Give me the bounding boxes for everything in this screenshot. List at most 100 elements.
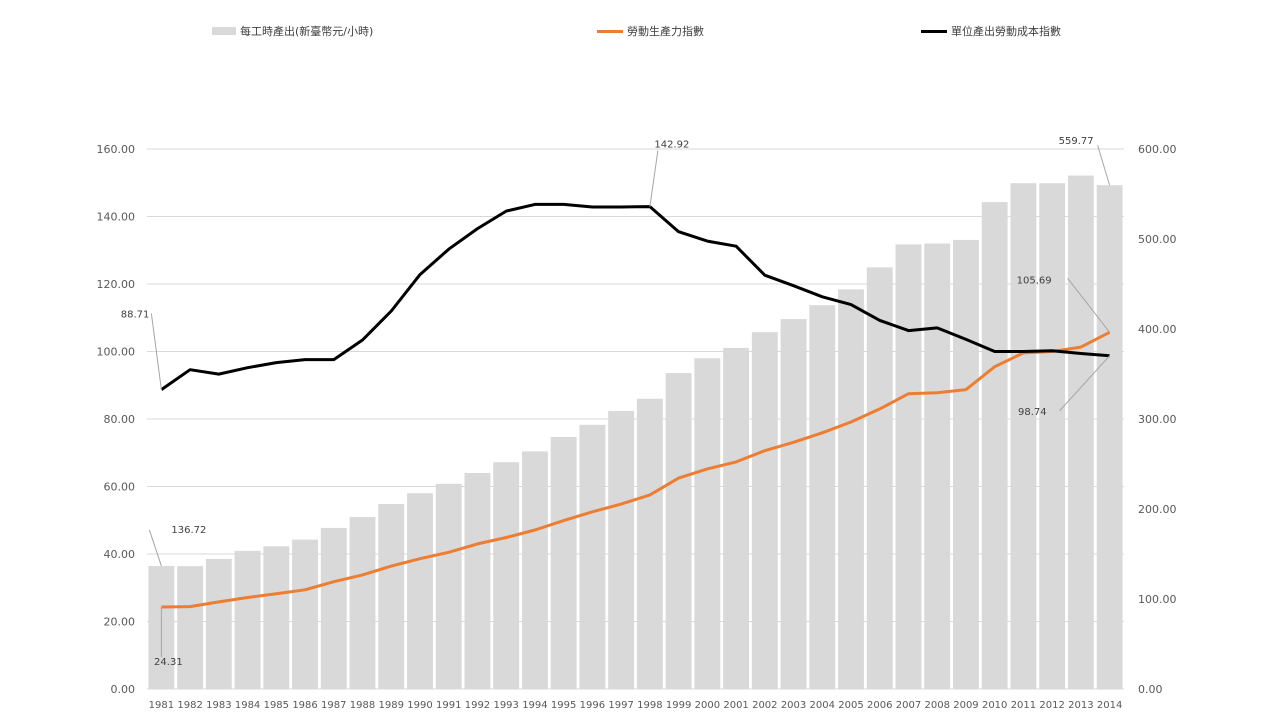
x-tick-label: 1982 (177, 700, 202, 711)
x-tick-label: 2007 (896, 700, 921, 711)
x-tick-label: 1990 (407, 700, 432, 711)
bar (981, 202, 1008, 689)
right-tick-label: 200.00 (1138, 503, 1177, 516)
legend-bars-swatch (212, 27, 236, 35)
bar (924, 243, 951, 689)
x-axis: 1981 1982 1983 1984 1985 1986 1987 1988 1989 1990… (149, 700, 1123, 711)
x-tick-label: 1992 (465, 700, 490, 711)
x-tick-label: 1999 (666, 700, 691, 711)
bar (493, 462, 520, 689)
x-tick-label: 1994 (522, 700, 547, 711)
x-tick-label: 2008 (924, 700, 949, 711)
legend-black-swatch (921, 29, 947, 33)
bar (407, 493, 433, 689)
bar (292, 539, 318, 689)
left-tick-label: 40.00 (104, 548, 136, 561)
left-tick-label: 120.00 (97, 278, 136, 291)
data-label: 105.69 (1017, 275, 1052, 286)
data-label-leader (148, 529, 162, 567)
x-tick-label: 2011 (1011, 700, 1036, 711)
x-tick-label: 2004 (810, 700, 835, 711)
x-tick-label: 2013 (1068, 700, 1093, 711)
x-tick-label: 1997 (608, 700, 633, 711)
bar (1010, 183, 1037, 689)
bar (263, 546, 290, 689)
bar (1067, 175, 1094, 690)
right-tick-label: 500.00 (1138, 233, 1177, 246)
x-tick-label: 1988 (350, 700, 375, 711)
data-label-leader (1097, 145, 1111, 186)
data-label: 88.71 (121, 310, 150, 321)
right-axis: 0.00 100.00 200.00 300.00 400.00 500.00 600.00 (1138, 143, 1177, 696)
legend-bars: 每工時產出(新臺幣元/小時) (212, 22, 373, 40)
left-tick-label: 140.00 (97, 211, 136, 224)
left-tick-label: 0.00 (111, 683, 136, 696)
x-tick-label: 1991 (436, 700, 461, 711)
black-series-line (160, 202, 1110, 391)
x-tick-label: 1985 (264, 700, 289, 711)
x-tick-label: 1986 (292, 700, 317, 711)
bar (636, 398, 663, 689)
bar (521, 451, 548, 689)
bar-series (148, 175, 1123, 690)
x-tick-label: 2000 (695, 700, 720, 711)
bar (895, 244, 922, 689)
x-tick-label: 1984 (235, 700, 260, 711)
x-tick-label: 2005 (838, 700, 863, 711)
bar (866, 267, 893, 689)
x-tick-label: 1996 (580, 700, 605, 711)
left-tick-label: 100.00 (97, 346, 136, 359)
x-tick-label: 1989 (379, 700, 404, 711)
left-tick-label: 60.00 (104, 481, 136, 494)
x-tick-label: 2012 (1039, 700, 1064, 711)
bar (464, 473, 491, 689)
right-tick-label: 100.00 (1138, 593, 1177, 606)
line-series (160, 202, 1111, 609)
left-tick-label: 80.00 (104, 413, 136, 426)
bar (723, 347, 750, 689)
x-tick-label: 1993 (493, 700, 518, 711)
right-tick-label: 300.00 (1138, 413, 1177, 426)
legend-orange-swatch (597, 29, 623, 33)
data-label-leader (1067, 277, 1111, 333)
bar (953, 239, 979, 689)
legend-bars-label: 每工時產出(新臺幣元/小時) (240, 25, 374, 38)
bar (205, 558, 232, 689)
bar (579, 424, 606, 689)
right-tick-label: 0.00 (1138, 683, 1163, 696)
x-tick-label: 2003 (781, 700, 806, 711)
x-tick-label: 1983 (206, 700, 231, 711)
bar (550, 437, 577, 689)
bar (1039, 183, 1066, 689)
x-tick-label: 2014 (1097, 700, 1122, 711)
x-tick-label: 1981 (149, 700, 174, 711)
data-label: 559.77 (1059, 136, 1094, 147)
x-tick-label: 2010 (982, 700, 1007, 711)
bar (780, 319, 807, 689)
x-tick-label: 2009 (953, 700, 978, 711)
legend-orange-label: 勞動生產力指數 (627, 25, 704, 38)
bar (809, 305, 836, 689)
left-tick-label: 160.00 (97, 143, 136, 156)
left-axis: 0.00 20.00 40.00 60.00 80.00 100.00 120.00 140.… (97, 143, 136, 696)
data-label-leader (150, 313, 162, 390)
data-label-leader (1059, 355, 1111, 412)
data-labels: 136.72 559.77 24.31 105.69 88.71 142.92 98.74 (121, 136, 1111, 668)
bar (608, 410, 635, 689)
right-tick-label: 600.00 (1138, 143, 1177, 156)
x-tick-label: 1995 (551, 700, 576, 711)
bar (665, 373, 692, 689)
data-label: 142.92 (654, 140, 689, 151)
x-tick-label: 2001 (723, 700, 748, 711)
left-tick-label: 20.00 (104, 616, 136, 629)
bar (234, 550, 261, 689)
bar (751, 332, 778, 689)
bar (694, 358, 721, 689)
orange-series-line (161, 330, 1111, 609)
legend-orange: 勞動生產力指數 (597, 22, 704, 40)
bar (320, 527, 347, 689)
bar (1096, 185, 1123, 689)
bar (177, 566, 204, 689)
bar (435, 483, 462, 689)
